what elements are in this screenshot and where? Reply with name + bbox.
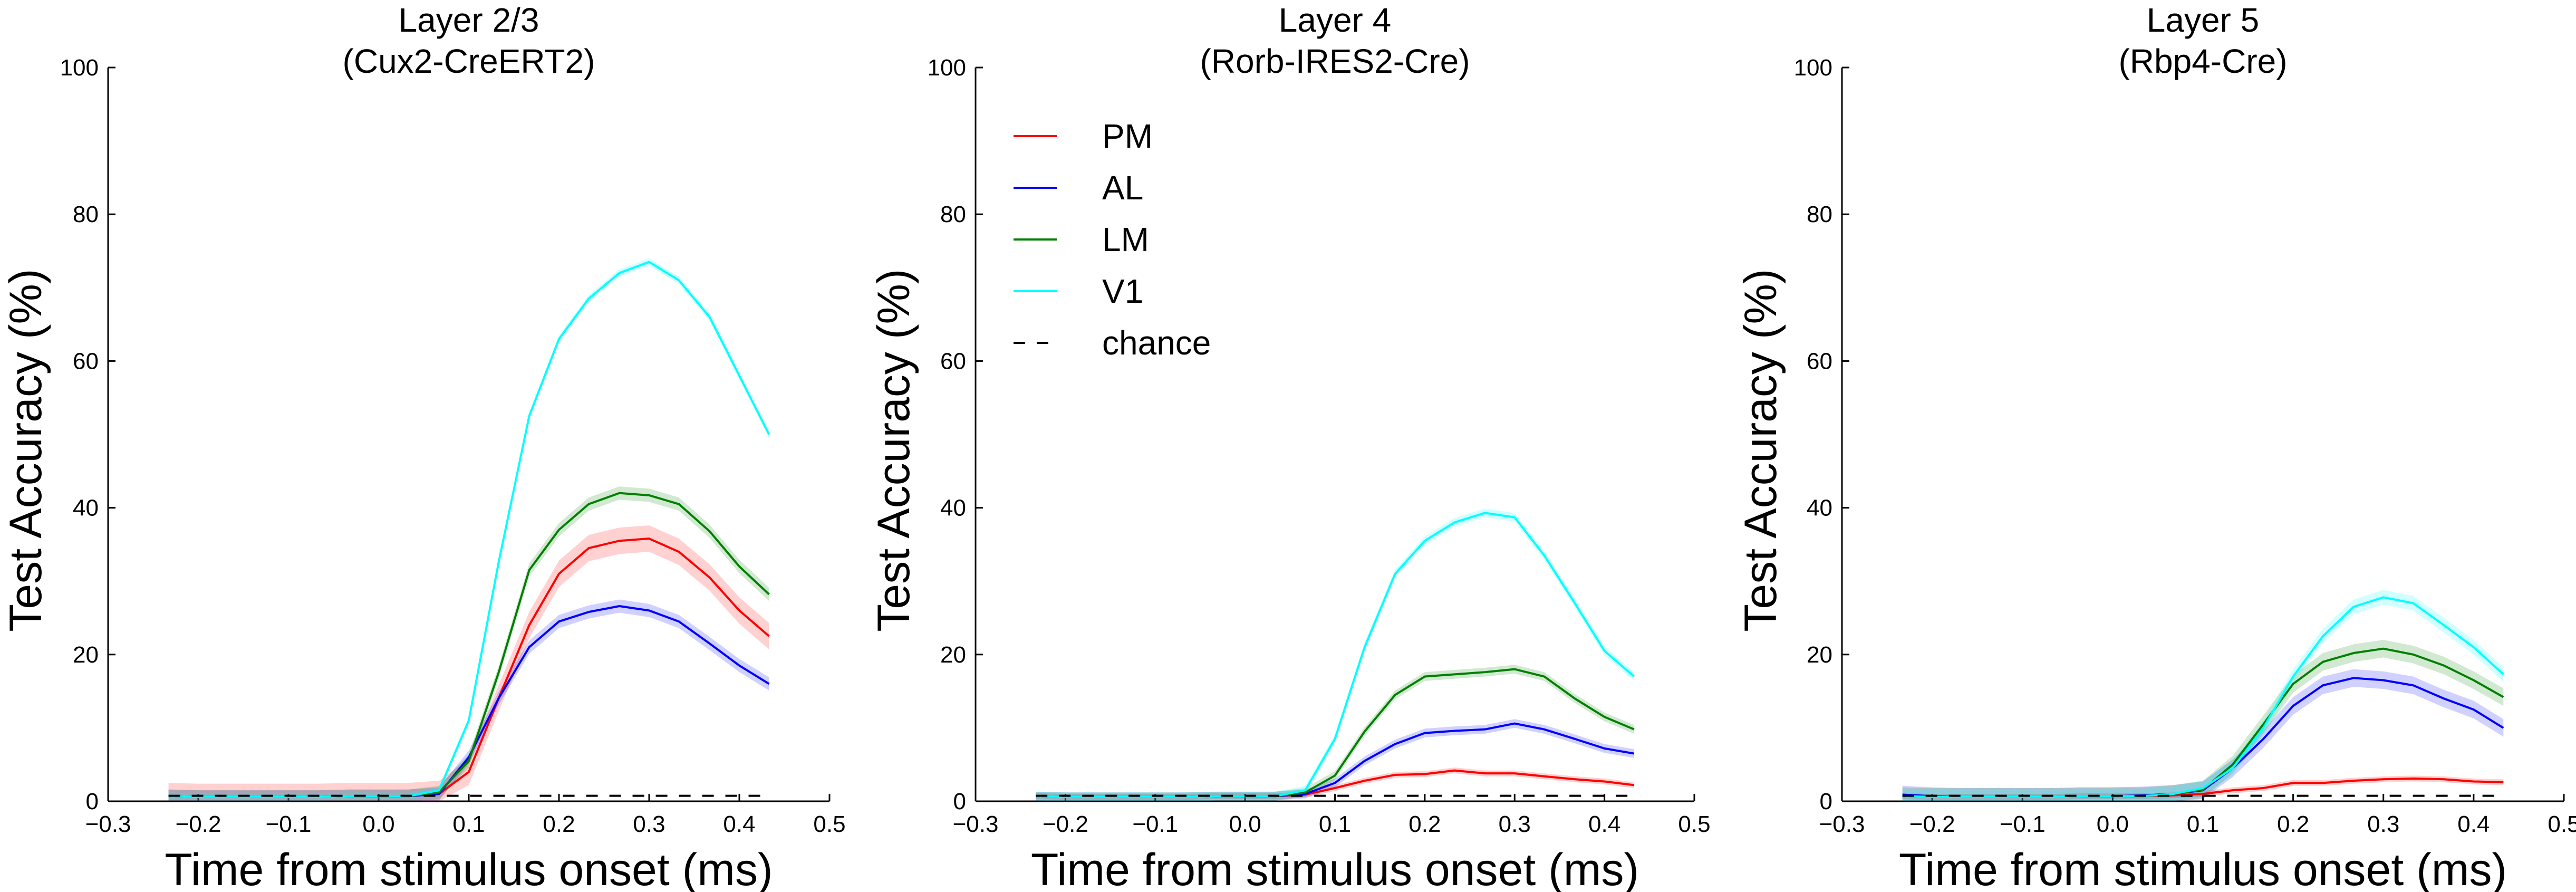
series-band-v1 [1902, 590, 2504, 801]
y-tick-label: 80 [1807, 202, 1832, 227]
x-tick-label: −0.2 [176, 811, 221, 837]
x-tick-label: −0.3 [953, 811, 999, 837]
series-band-al [1902, 669, 2504, 801]
chart-title-line: (Rorb-IRES2-Cre) [1200, 42, 1470, 80]
x-tick-label: 0.0 [2097, 811, 2129, 837]
chart-title-line: Layer 5 [2147, 1, 2259, 39]
x-tick-label: 0.1 [2187, 811, 2219, 837]
series-line-lm [1902, 647, 2504, 798]
x-tick-label: −0.3 [85, 811, 131, 837]
y-tick-label: 0 [86, 789, 99, 814]
chart-title-line: (Rbp4-Cre) [2118, 42, 2287, 80]
series-line-v1 [168, 261, 770, 798]
chart-panel-3: −0.3 −0.2 −0.1 0.0 0.1 0.2 0.3 0.4 0.5 0 20 40 60 80 1… [1735, 1, 2576, 892]
y-tick-label: 80 [73, 202, 99, 227]
y-tick-label: 40 [73, 495, 99, 521]
y-tick-label: 20 [1807, 642, 1832, 668]
y-tick-label: 20 [940, 642, 966, 668]
x-tick-label: −0.1 [1132, 811, 1178, 837]
x-tick-label: 0.5 [2548, 811, 2576, 837]
y-axis-label: Test Accuracy (%) [1735, 268, 1786, 631]
y-tick-label: 0 [953, 789, 966, 814]
series-band-al [1036, 719, 1634, 801]
x-tick-label: −0.1 [2000, 811, 2046, 837]
x-tick-label: 0.5 [1678, 811, 1710, 837]
x-tick-label: 0.1 [1319, 811, 1351, 837]
x-tick-label: −0.1 [266, 811, 312, 837]
x-tick-label: −0.2 [1043, 811, 1088, 837]
legend-label-pm: PM [1102, 117, 1153, 155]
x-tick-label: 0.4 [2457, 811, 2490, 837]
series-line-v1 [1902, 596, 2504, 798]
x-axis-label: Time from stimulus onset (ms) [165, 845, 773, 892]
chart-panel-2: −0.3 −0.2 −0.1 0.0 0.1 0.2 0.3 0.4 0.5 0 20 40 60 80 1… [869, 1, 1711, 892]
x-tick-label: 0.5 [813, 811, 845, 837]
y-tick-label: 40 [940, 495, 966, 521]
y-tick-label: 40 [1807, 495, 1832, 521]
chart-title-line: (Cux2-CreERT2) [343, 42, 595, 80]
y-tick-label: 100 [1794, 55, 1832, 81]
chart-title-line: Layer 2/3 [399, 1, 539, 39]
legend: PM AL LM V1 chance [1014, 117, 1211, 362]
legend-label-al: AL [1102, 169, 1143, 207]
x-tick-label: 0.3 [633, 811, 665, 837]
series-band-v1 [1036, 508, 1634, 801]
y-tick-label: 100 [60, 55, 99, 81]
x-tick-label: 0.3 [1499, 811, 1531, 837]
legend-label-chance: chance [1102, 324, 1211, 362]
x-tick-label: 0.2 [543, 811, 575, 837]
chart-title-line: Layer 4 [1279, 1, 1391, 39]
x-tick-label: 0.0 [1229, 811, 1261, 837]
x-tick-label: 0.2 [2277, 811, 2309, 837]
x-axis-label: Time from stimulus onset (ms) [1031, 845, 1639, 892]
x-axis-label: Time from stimulus onset (ms) [1899, 845, 2507, 892]
x-tick-label: 0.1 [452, 811, 485, 837]
legend-label-v1: V1 [1102, 272, 1143, 310]
y-axis-label: Test Accuracy (%) [869, 268, 919, 631]
x-tick-label: −0.3 [1819, 811, 1865, 837]
y-tick-label: 0 [1820, 789, 1832, 814]
legend-label-lm: LM [1102, 220, 1149, 258]
x-tick-label: 0.2 [1408, 811, 1441, 837]
x-tick-label: 0.0 [362, 811, 394, 837]
x-tick-label: 0.3 [2367, 811, 2399, 837]
x-tick-label: −0.2 [1909, 811, 1955, 837]
y-tick-label: 80 [940, 202, 966, 227]
series-line-v1 [1036, 512, 1635, 798]
y-tick-label: 100 [928, 55, 966, 81]
y-tick-label: 60 [940, 348, 966, 374]
y-axis-label: Test Accuracy (%) [1, 268, 51, 631]
y-tick-label: 60 [1807, 348, 1832, 374]
y-tick-label: 60 [73, 348, 99, 374]
x-tick-label: 0.4 [723, 811, 755, 837]
chart-panel-1: −0.3 −0.2 −0.1 0.0 0.1 0.2 0.3 0.4 0.5 0 20 40 60 80 1… [1, 1, 846, 892]
series-band-pm [1036, 768, 1634, 800]
x-tick-label: 0.4 [1588, 811, 1620, 837]
y-tick-label: 20 [73, 642, 99, 668]
